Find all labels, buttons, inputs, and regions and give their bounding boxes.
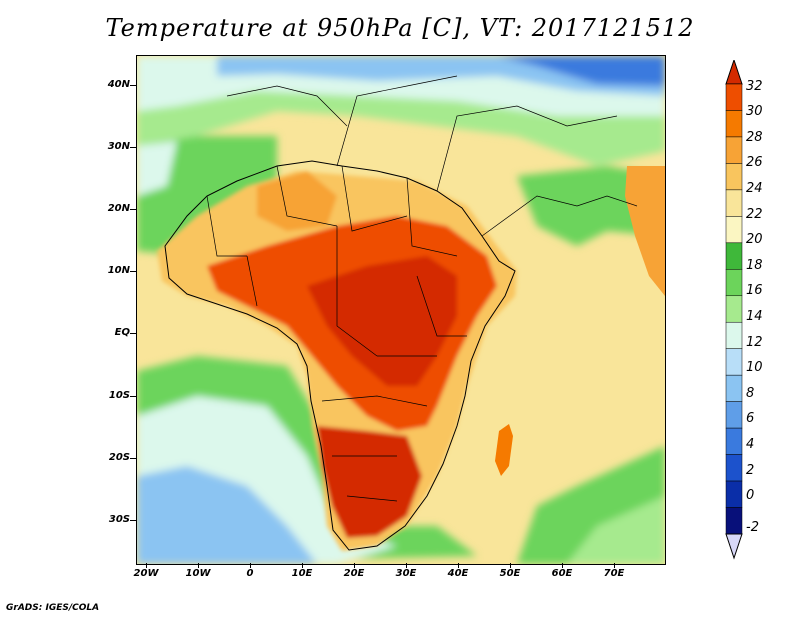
- southern-hot-core: [317, 426, 422, 538]
- lat-label-eq: EQ: [114, 327, 130, 338]
- colorbar-label-20: 20: [746, 232, 763, 247]
- lat-tick: [130, 333, 136, 334]
- lon-tick: [562, 563, 563, 568]
- colorbar-label-28: 28: [746, 130, 763, 145]
- colorbar-bottom-arrow: [725, 533, 743, 560]
- colorbar: [725, 60, 743, 560]
- central-hot-core: [307, 256, 457, 386]
- colorbar-segment: [725, 216, 743, 244]
- country-borders: [206, 75, 638, 502]
- colorbar-segments: [725, 83, 743, 535]
- colorbar-label-26: 26: [746, 155, 763, 170]
- colorbar-label-18: 18: [746, 258, 763, 273]
- colorbar-label-24: 24: [746, 181, 763, 196]
- colorbar-label-22: 22: [746, 207, 763, 222]
- colorbar-top-arrow: [725, 60, 743, 85]
- atlantic-north-mild: [137, 141, 177, 196]
- colorbar-segment: [725, 110, 743, 138]
- lon-tick: [250, 563, 251, 568]
- lat-label-40n: 40N: [107, 79, 130, 90]
- lon-tick: [198, 563, 199, 568]
- lat-tick: [130, 147, 136, 148]
- lon-tick: [302, 563, 303, 568]
- temperature-map: [136, 55, 666, 565]
- map-canvas: [137, 56, 665, 564]
- lat-tick: [130, 271, 136, 272]
- lat-tick: [130, 458, 136, 459]
- colorbar-segment: [725, 480, 743, 508]
- colorbar-segment: [725, 269, 743, 297]
- colorbar-label-16: 16: [746, 283, 763, 298]
- lon-label-50e: 50E: [499, 568, 521, 579]
- lat-tick: [130, 396, 136, 397]
- colorbar-segment: [725, 83, 743, 111]
- lon-tick: [614, 563, 615, 568]
- south-atlantic-cold: [137, 466, 317, 564]
- lon-tick: [354, 563, 355, 568]
- lat-tick: [130, 85, 136, 86]
- lon-label-70e: 70E: [603, 568, 625, 579]
- lon-label-10w: 10W: [185, 568, 211, 579]
- colorbar-segment: [725, 454, 743, 482]
- lat-label-30n: 30N: [107, 141, 130, 152]
- lon-label-40e: 40E: [447, 568, 469, 579]
- colorbar-label-2: 2: [746, 463, 755, 478]
- colorbar-label-8: 8: [746, 386, 755, 401]
- lon-label-10e: 10E: [291, 568, 313, 579]
- sahara-warm-core: [257, 171, 337, 231]
- south-indian-mild: [567, 496, 665, 564]
- lat-tick: [130, 520, 136, 521]
- india-warm-region: [625, 166, 665, 296]
- colorbar-label-0: 0: [746, 488, 755, 503]
- colorbar-segment: [725, 321, 743, 349]
- lon-label-30e: 30E: [395, 568, 417, 579]
- lon-label-20w: 20W: [133, 568, 159, 579]
- grads-credit: GrADS: IGES/COLA: [6, 603, 100, 613]
- colorbar-label-4: 4: [746, 437, 755, 452]
- colorbar-segment: [725, 163, 743, 191]
- colorbar-segment: [725, 242, 743, 270]
- lon-tick: [406, 563, 407, 568]
- colorbar-label-14: 14: [746, 309, 763, 324]
- lat-label-20n: 20N: [107, 203, 130, 214]
- colorbar-segment: [725, 348, 743, 376]
- colorbar-label-30: 30: [746, 104, 763, 119]
- lat-label-30s: 30S: [108, 514, 130, 525]
- madagascar: [495, 424, 513, 476]
- lat-label-10n: 10N: [107, 265, 130, 276]
- lon-tick: [510, 563, 511, 568]
- lat-tick: [130, 209, 136, 210]
- colorbar-segment: [725, 189, 743, 217]
- colorbar-segment: [725, 427, 743, 455]
- colorbar-segment: [725, 136, 743, 164]
- colorbar-segment: [725, 507, 743, 535]
- lon-label-20e: 20E: [343, 568, 365, 579]
- lon-label-0: 0: [246, 568, 254, 579]
- lat-label-10s: 10S: [108, 390, 130, 401]
- page-title: Temperature at 950hPa [C], VT: 201712151…: [105, 14, 695, 42]
- lon-tick: [146, 563, 147, 568]
- colorbar-label-10: 10: [746, 360, 763, 375]
- colorbar-label-12: 12: [746, 335, 763, 350]
- lat-label-20s: 20S: [108, 452, 130, 463]
- northeast-colder-band: [497, 56, 665, 86]
- colorbar-label-neg2: -2: [746, 520, 759, 535]
- lon-tick: [458, 563, 459, 568]
- lon-label-60e: 60E: [551, 568, 573, 579]
- colorbar-segment: [725, 374, 743, 402]
- colorbar-segment: [725, 295, 743, 323]
- colorbar-segment: [725, 401, 743, 429]
- colorbar-label-6: 6: [746, 411, 755, 426]
- colorbar-label-32: 32: [746, 79, 763, 94]
